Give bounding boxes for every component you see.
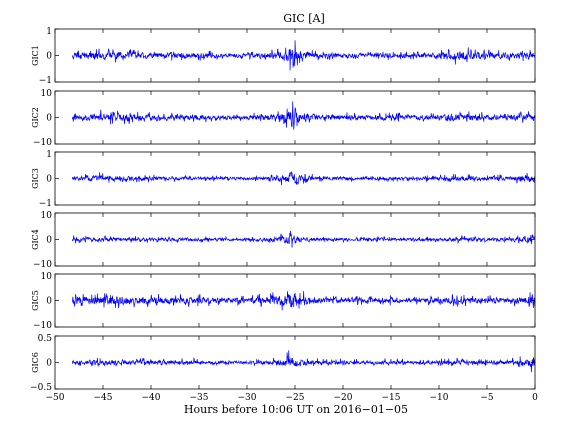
y-tick-label: 0 [46, 52, 52, 62]
chart-title: GIC [A] [283, 12, 325, 25]
x-axis-ticks: −50 −45 −40 −35 −30 −25 −20 −15 −10 −5 0 [46, 393, 539, 403]
panel-6: −0.5 0 0.5 GIC6 [30, 334, 536, 393]
x-tick-label: −10 [430, 393, 449, 403]
y-axis-label-gic3: GIC3 [31, 168, 40, 189]
y-tick-label: 10 [41, 89, 53, 99]
y-tick-label: 0 [46, 236, 52, 246]
x-tick-label: −35 [190, 393, 209, 403]
x-tick-label: −50 [46, 393, 65, 403]
series-line-gic3 [71, 171, 536, 186]
y-axis-label-gic5: GIC5 [31, 290, 40, 311]
y-tick-label: 0 [46, 114, 52, 124]
y-tick-label: −10 [33, 260, 52, 270]
y-tick-label: 0 [46, 297, 52, 307]
y-tick-label: 10 [41, 272, 53, 282]
x-tick-label: −25 [286, 393, 305, 403]
y-tick-label: −0.5 [30, 383, 52, 393]
y-tick-label: −10 [33, 138, 52, 148]
x-tick-label: −45 [94, 393, 113, 403]
y-tick-label: 0.5 [38, 334, 53, 344]
y-tick-label: 1 [46, 27, 52, 37]
panel-1: −1 0 1 GIC1 [31, 27, 536, 86]
y-tick-label: 0 [46, 175, 52, 185]
series-line-gic6 [71, 350, 536, 373]
y-axis-label-gic1: GIC1 [31, 45, 40, 66]
series-line-gic1 [71, 40, 536, 71]
y-tick-label: 0 [46, 359, 52, 369]
y-axis-label-gic2: GIC2 [31, 107, 40, 128]
series-line-gic2 [71, 101, 536, 130]
y-tick-label: −1 [39, 199, 52, 209]
panel-3: −1 0 1 GIC3 [31, 150, 536, 209]
x-tick-label: −30 [238, 393, 257, 403]
y-axis-label-gic6: GIC6 [31, 352, 40, 373]
panels: −101GIC1−10010GIC2−101GIC3−10010GIC4−100… [30, 27, 536, 393]
series-line-gic5 [71, 291, 536, 311]
x-tick-label: −40 [142, 393, 161, 403]
x-tick-label: −15 [382, 393, 401, 403]
x-tick-label: 0 [532, 393, 538, 403]
y-tick-label: 10 [41, 211, 53, 221]
y-axis-label-gic4: GIC4 [31, 229, 40, 250]
y-tick-label: 1 [46, 150, 52, 160]
series-line-gic4 [71, 230, 536, 248]
y-tick-label: −10 [33, 321, 52, 331]
y-tick-label: −1 [39, 76, 52, 86]
x-axis-label: Hours before 10:06 UT on 2016−01−05 [184, 403, 408, 416]
x-tick-label: −5 [480, 393, 494, 403]
x-tick-label: −20 [334, 393, 353, 403]
